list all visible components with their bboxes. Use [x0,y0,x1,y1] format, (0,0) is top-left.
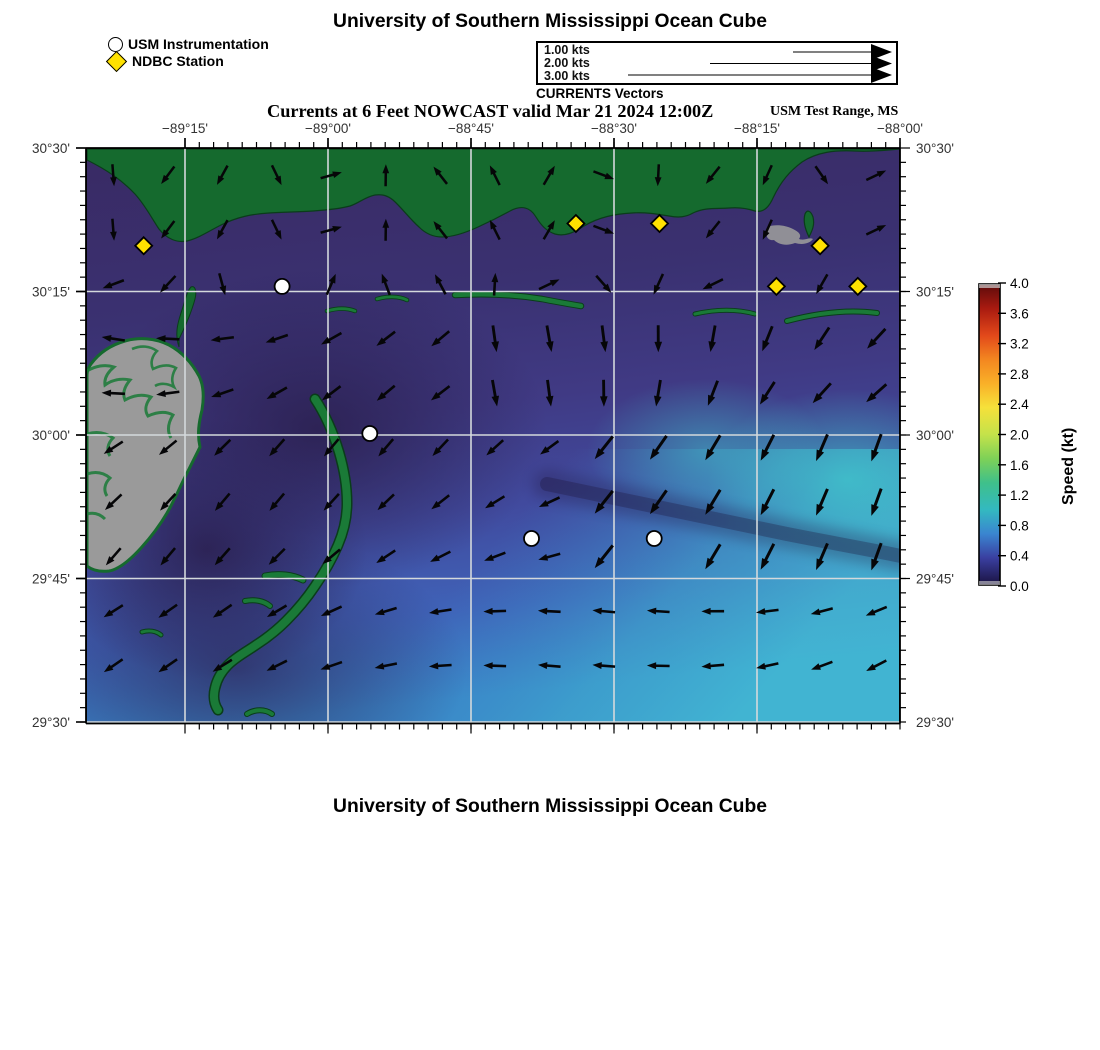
svg-text:29°30': 29°30' [32,715,70,730]
svg-text:30°15': 30°15' [32,285,70,300]
svg-text:−89°15': −89°15' [162,121,208,136]
svg-text:−89°00': −89°00' [305,121,351,136]
svg-text:30°30': 30°30' [916,141,954,156]
svg-text:−88°15': −88°15' [734,121,780,136]
svg-text:29°45': 29°45' [32,572,70,587]
svg-text:−88°00': −88°00' [877,121,923,136]
svg-text:30°00': 30°00' [916,428,954,443]
svg-text:29°45': 29°45' [916,572,954,587]
svg-text:30°00': 30°00' [32,428,70,443]
svg-text:30°30': 30°30' [32,141,70,156]
svg-text:30°15': 30°15' [916,285,954,300]
svg-text:−88°45': −88°45' [448,121,494,136]
svg-text:29°30': 29°30' [916,715,954,730]
svg-text:−88°30': −88°30' [591,121,637,136]
